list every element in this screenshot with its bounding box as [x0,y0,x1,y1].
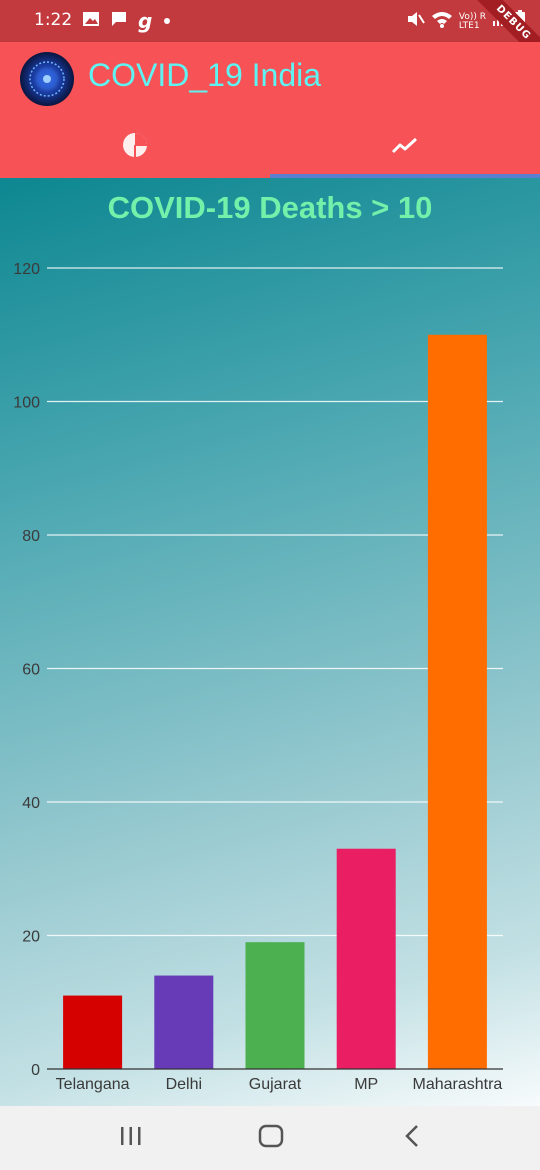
x-tick-label: Gujarat [249,1076,302,1093]
image-icon [82,11,100,32]
y-tick-label: 120 [13,261,40,278]
message-icon [110,10,128,33]
y-tick-label: 100 [13,395,40,412]
recents-button[interactable] [111,1118,151,1158]
virus-logo-icon [20,52,74,106]
g-icon: g [138,9,153,33]
y-tick-label: 0 [31,1062,40,1079]
back-icon [403,1124,421,1152]
y-tick-label: 60 [22,662,40,679]
bar-gujarat[interactable] [245,942,305,1069]
app-bar: COVID_19 India [0,42,540,178]
y-tick-label: 20 [22,929,40,946]
tab-trend-chart[interactable] [270,118,540,176]
selected-tab-indicator [270,174,540,178]
app-title: COVID_19 India [88,57,322,93]
chart-title: COVID-19 Deaths > 10 [107,190,433,225]
x-tick-label: Delhi [166,1076,202,1093]
chart-area: COVID-19 Deaths > 10 0 20 40 60 80 100 120 Tela… [0,178,540,1106]
mute-icon [405,10,425,33]
bar-chart: 0 20 40 60 80 100 120 Telangana Delhi Gujarat MP Ma… [13,261,503,1093]
x-tick-label: MP [354,1076,378,1093]
pie-chart-icon [121,131,149,163]
dot-icon [162,11,172,31]
recents-icon [119,1125,143,1151]
x-tick-label: Telangana [56,1076,130,1093]
wifi-icon [431,10,453,33]
home-icon [258,1124,284,1152]
home-button[interactable] [251,1118,291,1158]
navigation-bar [0,1106,540,1170]
trend-line-icon [391,135,419,159]
bar-mp[interactable] [336,848,396,1069]
tab-pie-chart[interactable] [0,118,270,176]
y-tick-label: 80 [22,528,40,545]
x-tick-label: Maharashtra [412,1076,502,1093]
status-bar: 1:22 g Vo)) R LTE1 DEBUG [0,0,540,69]
bar-telangana[interactable] [63,995,123,1069]
bar-delhi[interactable] [154,975,214,1069]
back-button[interactable] [392,1118,432,1158]
lte-signal-icon: Vo)) R LTE1 [458,11,486,31]
y-tick-label: 40 [22,795,40,812]
bar-maharashtra[interactable] [427,334,487,1069]
status-time: 1:22 [34,10,73,30]
